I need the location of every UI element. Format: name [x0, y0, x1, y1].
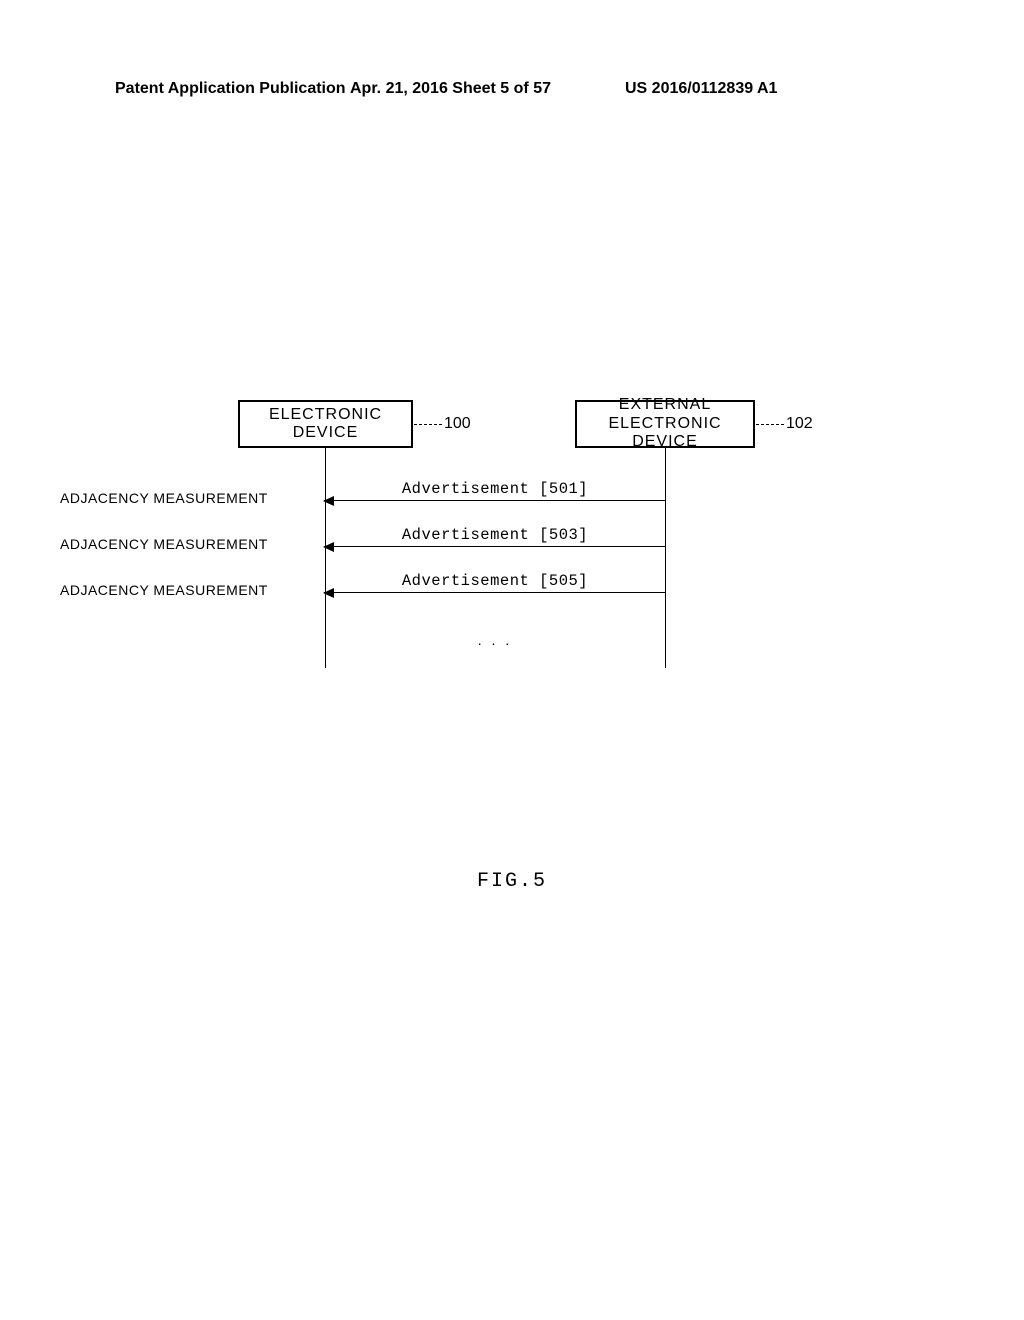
- ellipsis-continuation: . . .: [324, 632, 666, 648]
- external-electronic-device-label: EXTERNAL ELECTRONIC DEVICE: [577, 396, 753, 451]
- adjacency-measurement-label: ADJACENCY MEASUREMENT: [60, 582, 320, 598]
- arrow-line: [324, 546, 666, 547]
- reference-lead-right: [756, 424, 784, 425]
- advertisement-label: Advertisement [503]: [324, 526, 666, 544]
- arrow-head-icon: [323, 588, 334, 598]
- arrow-head-icon: [323, 542, 334, 552]
- advertisement-label: Advertisement [501]: [324, 480, 666, 498]
- reference-number-right: 102: [786, 415, 813, 433]
- electronic-device-box: ELECTRONIC DEVICE: [238, 400, 413, 448]
- message-row: ADJACENCY MEASUREMENTAdvertisement [505]: [60, 572, 760, 612]
- arrow-line: [324, 500, 666, 501]
- message-arrow: Advertisement [501]: [324, 480, 666, 501]
- header-publication-number: US 2016/0112839 A1: [625, 80, 777, 98]
- electronic-device-label: ELECTRONIC DEVICE: [240, 406, 411, 443]
- external-electronic-device-box: EXTERNAL ELECTRONIC DEVICE: [575, 400, 755, 448]
- advertisement-label: Advertisement [505]: [324, 572, 666, 590]
- page-root: Patent Application Publication Apr. 21, …: [0, 0, 1024, 1320]
- message-arrow: Advertisement [505]: [324, 572, 666, 593]
- reference-lead-left: [414, 424, 442, 425]
- message-row: ADJACENCY MEASUREMENTAdvertisement [503]: [60, 526, 760, 566]
- figure-label: FIG.5: [0, 870, 1024, 893]
- header-publication-type: Patent Application Publication: [115, 80, 346, 98]
- header-date-sheet: Apr. 21, 2016 Sheet 5 of 57: [350, 80, 551, 98]
- arrow-head-icon: [323, 496, 334, 506]
- message-row: ADJACENCY MEASUREMENTAdvertisement [501]: [60, 480, 760, 520]
- arrow-line: [324, 592, 666, 593]
- reference-number-left: 100: [444, 415, 471, 433]
- message-arrow: Advertisement [503]: [324, 526, 666, 547]
- adjacency-measurement-label: ADJACENCY MEASUREMENT: [60, 490, 320, 506]
- adjacency-measurement-label: ADJACENCY MEASUREMENT: [60, 536, 320, 552]
